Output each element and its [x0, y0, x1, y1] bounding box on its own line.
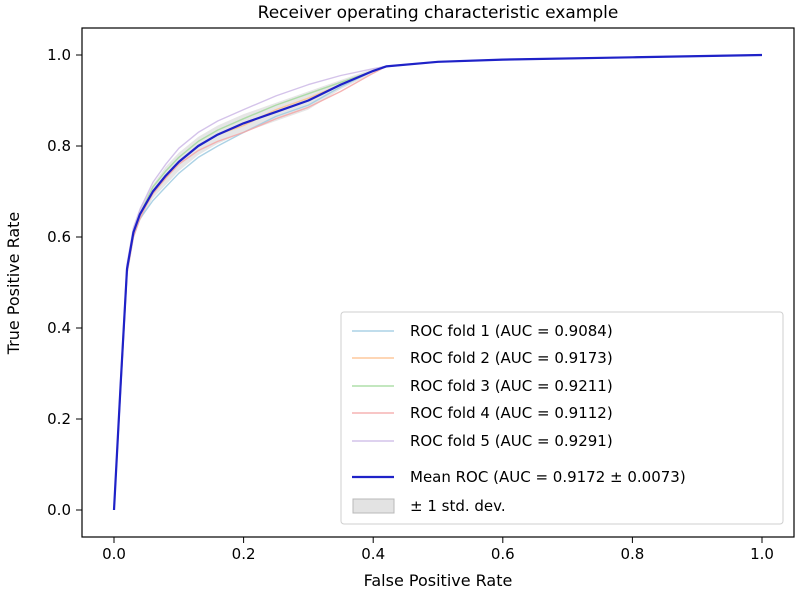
x-tick-label: 0.2 — [232, 545, 256, 563]
legend: ROC fold 1 (AUC = 0.9084) ROC fold 2 (AUC… — [340, 311, 784, 525]
mean-roc-line — [112, 53, 763, 511]
legend-label: Mean ROC (AUC = 0.9172 ± 0.0073) — [410, 468, 686, 486]
legend-label: ROC fold 3 (AUC = 0.9211) — [410, 377, 613, 395]
y-tick-label: 0.0 — [47, 501, 71, 519]
legend-label: ROC fold 1 (AUC = 0.9084) — [410, 322, 613, 340]
y-tick-label: 0.6 — [47, 228, 71, 246]
legend-box — [340, 311, 784, 525]
x-tick-label: 0.8 — [620, 545, 644, 563]
y-axis-ticks: 0.0 0.2 0.4 0.6 0.8 1.0 — [47, 46, 82, 519]
x-tick-label: 0.4 — [361, 545, 385, 563]
legend-label: ROC fold 4 (AUC = 0.9112) — [410, 404, 613, 422]
chart-title: Receiver operating characteristic exampl… — [258, 3, 619, 23]
y-tick-label: 0.4 — [47, 319, 71, 337]
y-tick-label: 0.2 — [47, 410, 71, 428]
axes-frame — [81, 27, 795, 538]
x-tick-label: 0.6 — [491, 545, 515, 563]
legend-swatch-band — [352, 498, 395, 514]
plot-area — [112, 53, 763, 511]
legend-label: ROC fold 5 (AUC = 0.9291) — [410, 432, 613, 450]
x-tick-label: 1.0 — [750, 545, 774, 563]
y-tick-label: 1.0 — [47, 46, 71, 64]
x-axis-ticks: 0.0 0.2 0.4 0.6 0.8 1.0 — [102, 537, 774, 563]
legend-label: ROC fold 2 (AUC = 0.9173) — [410, 349, 613, 367]
x-tick-label: 0.0 — [102, 545, 126, 563]
y-tick-label: 0.8 — [47, 137, 71, 155]
legend-label: ± 1 std. dev. — [410, 497, 506, 515]
x-axis-label: False Positive Rate — [364, 571, 513, 590]
y-axis-label: True Positive Rate — [4, 212, 23, 356]
